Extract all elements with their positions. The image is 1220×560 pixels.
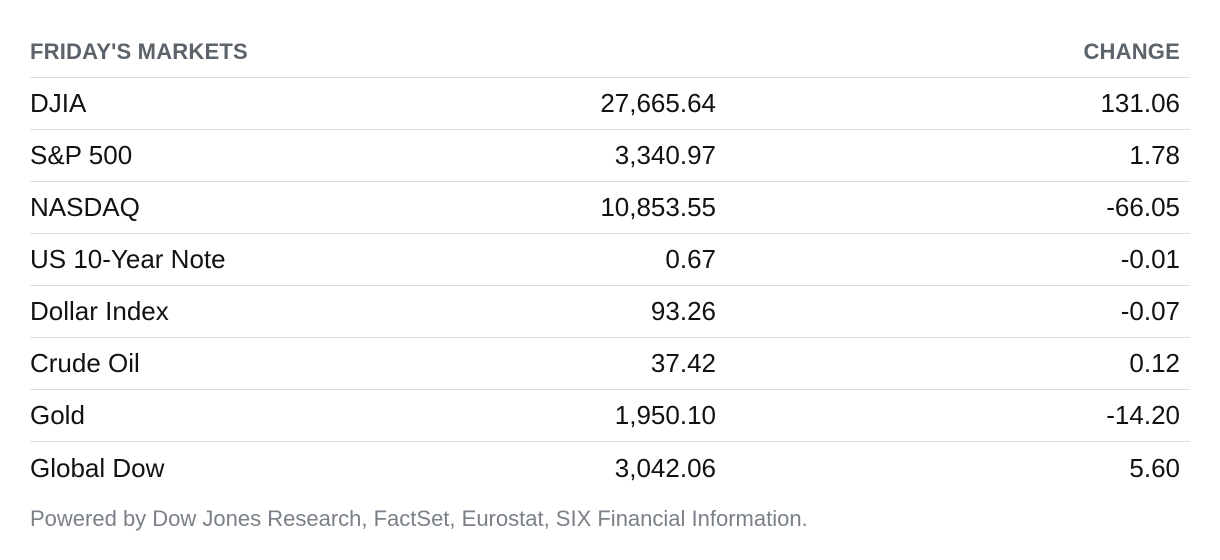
market-value: 3,042.06 — [614, 452, 716, 483]
market-change: 0.12 — [1129, 348, 1180, 378]
table-row: Gold 1,950.10 -14.20 — [30, 390, 1190, 442]
table-header: FRIDAY'S MARKETS CHANGE — [30, 26, 1190, 78]
market-name: Global Dow — [30, 452, 165, 483]
market-value: 93.26 — [650, 296, 716, 326]
market-name: S&P 500 — [30, 140, 133, 170]
market-name: Gold — [30, 400, 85, 430]
table-title: FRIDAY'S MARKETS — [30, 38, 248, 64]
data-source-credit: Powered by Dow Jones Research, FactSet, … — [30, 506, 808, 531]
table-row: Global Dow 3,042.06 5.60 — [30, 442, 1190, 494]
market-value: 27,665.64 — [600, 88, 716, 118]
market-change: 5.60 — [1129, 452, 1180, 483]
table-row: S&P 500 3,340.97 1.78 — [30, 130, 1190, 182]
market-value: 37.42 — [650, 348, 716, 378]
market-value: 3,340.97 — [614, 140, 716, 170]
table-row: Crude Oil 37.42 0.12 — [30, 338, 1190, 390]
market-change: 131.06 — [1100, 88, 1180, 118]
table-row: NASDAQ 10,853.55 -66.05 — [30, 182, 1190, 234]
change-column-header: CHANGE — [1083, 38, 1180, 64]
market-name: NASDAQ — [30, 192, 140, 222]
market-value: 10,853.55 — [600, 192, 716, 222]
market-change: -0.01 — [1120, 244, 1180, 274]
market-name: Dollar Index — [30, 296, 169, 326]
market-value: 1,950.10 — [614, 400, 716, 430]
table-row: US 10-Year Note 0.67 -0.01 — [30, 234, 1190, 286]
market-change: 1.78 — [1129, 140, 1180, 170]
market-value: 0.67 — [665, 244, 716, 274]
market-change: -0.07 — [1120, 296, 1180, 326]
market-change: -66.05 — [1106, 192, 1180, 222]
table-row: Dollar Index 93.26 -0.07 — [30, 286, 1190, 338]
market-name: Crude Oil — [30, 348, 140, 378]
market-name: US 10-Year Note — [30, 244, 226, 274]
markets-table: FRIDAY'S MARKETS CHANGE DJIA 27,665.64 1… — [30, 26, 1190, 532]
table-row: DJIA 27,665.64 131.06 — [30, 78, 1190, 130]
market-change: -14.20 — [1106, 400, 1180, 430]
market-name: DJIA — [30, 88, 87, 118]
